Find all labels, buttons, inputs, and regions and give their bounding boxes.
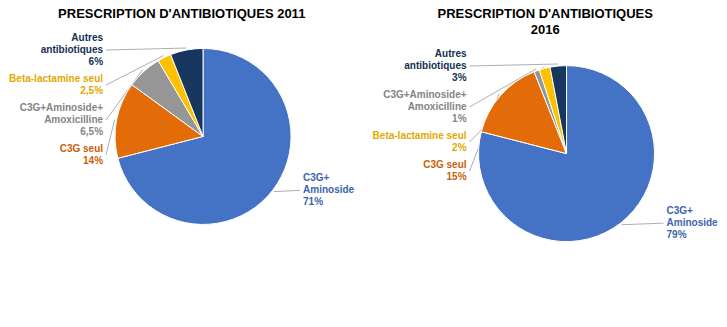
pie-panel: PRESCRIPTION D'ANTIBIOTIQUES 2011 C3G+Ami…	[9, 6, 354, 224]
leader-line	[106, 120, 115, 155]
slice-label: C3G+Aminoside71%	[303, 172, 355, 207]
label-layer: C3G+Aminoside71% C3G seul14% C3G+Aminoside…	[9, 32, 354, 207]
value-label: 71%	[303, 196, 323, 207]
pie-slice	[479, 66, 655, 242]
value-label: 3%	[452, 72, 467, 83]
leader-line	[106, 48, 186, 50]
chart-svg: PRESCRIPTION D'ANTIBIOTIQUES 2011 C3G+Ami…	[0, 0, 727, 327]
category-label: C3G+Aminoside+Amoxicilline	[383, 89, 467, 112]
chart-title: PRESCRIPTION D'ANTIBIOTIQUES2016	[438, 6, 654, 37]
category-label: C3G+Aminoside	[667, 205, 719, 228]
value-label: 79%	[667, 229, 687, 240]
value-label: 6,5%	[80, 126, 103, 137]
category-label: C3G seul	[60, 143, 104, 154]
value-label: 1%	[452, 113, 467, 124]
slice-label: Beta-lactamine seul2%	[373, 130, 467, 153]
slice-label: C3G seul15%	[423, 159, 467, 182]
slice-label: C3G+Aminoside79%	[667, 205, 719, 240]
category-label: Autresantibiotiques	[41, 32, 104, 55]
category-label: C3G+Aminoside+Amoxicilline	[20, 102, 104, 125]
category-label: C3G seul	[423, 159, 467, 170]
slice-label: Beta-lactamine seul2,5%	[9, 73, 103, 96]
value-label: 14%	[83, 155, 103, 166]
pie-slice	[171, 48, 203, 136]
category-label: Autresantibiotiques	[404, 48, 467, 71]
slice-label: C3G+Aminoside+Amoxicilline6,5%	[20, 102, 104, 137]
category-label: Beta-lactamine seul	[9, 73, 103, 84]
pie-slice	[550, 66, 566, 154]
pie	[479, 66, 655, 242]
category-label: Beta-lactamine seul	[373, 130, 467, 141]
chart-title: PRESCRIPTION D'ANTIBIOTIQUES 2011	[58, 6, 305, 21]
slice-label: Autresantibiotiques6%	[41, 32, 104, 67]
value-label: 2,5%	[80, 85, 103, 96]
leader-line	[274, 190, 300, 191]
category-label: C3G+Aminoside	[303, 172, 355, 195]
slice-label: C3G+Aminoside+Amoxicilline1%	[383, 89, 467, 124]
value-label: 6%	[89, 56, 104, 67]
leader-line	[470, 64, 559, 66]
pie-panel: PRESCRIPTION D'ANTIBIOTIQUES2016 C3G+Amin…	[373, 6, 718, 242]
slice-label: Autresantibiotiques3%	[404, 48, 467, 83]
chart-root: PRESCRIPTION D'ANTIBIOTIQUES 2011 C3G+Ami…	[0, 0, 727, 327]
leader-line	[622, 223, 664, 225]
pie	[115, 48, 291, 224]
label-layer: C3G+Aminoside79% C3G seul15% C3G+Aminoside…	[373, 48, 718, 240]
value-label: 2%	[452, 142, 467, 153]
slice-label: C3G seul14%	[60, 143, 104, 166]
value-label: 15%	[447, 171, 467, 182]
